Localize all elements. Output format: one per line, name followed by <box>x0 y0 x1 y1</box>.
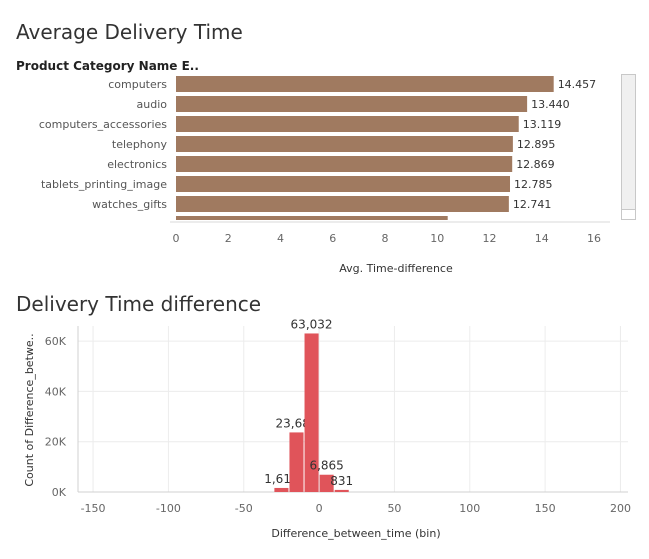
category-label: watches_gifts <box>92 198 167 211</box>
bar-value-label: 12.741 <box>513 198 552 211</box>
bar-value-label: 831 <box>330 474 353 488</box>
bar-partial[interactable] <box>176 216 448 232</box>
category-label: computers <box>108 78 167 91</box>
x-tick-label: 14 <box>535 232 549 245</box>
delivery-diff-histogram: 0K20K40K60K1,61223,68963,0326,865831-150… <box>23 317 631 540</box>
x-tick-label: 10 <box>430 232 444 245</box>
category-label: telephony <box>112 138 168 151</box>
x-tick-label: 200 <box>610 502 631 515</box>
x-tick-label: 150 <box>535 502 556 515</box>
x-tick-label: 2 <box>225 232 232 245</box>
y-tick-label: 40K <box>45 385 67 398</box>
bar-value-label: 14.457 <box>558 78 597 91</box>
bar[interactable] <box>176 116 519 132</box>
bar-value-label: 13.119 <box>523 118 562 131</box>
histogram-bar[interactable] <box>319 474 334 492</box>
bar-value-label: 12.895 <box>517 138 556 151</box>
scrollbar-bottom-button[interactable] <box>621 209 636 220</box>
bar[interactable] <box>176 76 554 92</box>
x-tick-label: 8 <box>382 232 389 245</box>
y-tick-label: 60K <box>45 335 67 348</box>
category-column-header[interactable]: Product Category Name E.. <box>16 59 199 73</box>
x-tick-label: 0 <box>173 232 180 245</box>
x-tick-label: -150 <box>81 502 106 515</box>
bar[interactable] <box>176 176 511 192</box>
histogram-bar[interactable] <box>304 333 319 492</box>
bar[interactable] <box>176 136 513 152</box>
bar[interactable] <box>176 96 528 112</box>
y-axis-title: Count of Difference_betwe.. <box>23 333 36 486</box>
x-axis-title: Difference_between_time (bin) <box>271 527 440 540</box>
x-tick-label: 0 <box>316 502 323 515</box>
bar-value-label: 13.440 <box>531 98 570 111</box>
bar-value-label: 6,865 <box>309 459 343 473</box>
x-tick-label: -50 <box>235 502 253 515</box>
x-tick-label: 6 <box>329 232 336 245</box>
bar-value-label: 12.785 <box>514 178 553 191</box>
delivery-diff-chart-title: Delivery Time difference <box>16 292 262 316</box>
avg-delivery-bar-chart: computers 14.457 audio 13.440 computers_acce… <box>39 76 610 275</box>
y-tick-label: 20K <box>45 436 67 449</box>
bar[interactable] <box>176 196 509 212</box>
bar-value-label: 12.869 <box>516 158 555 171</box>
category-label: audio <box>137 98 168 111</box>
category-label: computers_accessories <box>39 118 167 131</box>
histogram-bar[interactable] <box>274 487 289 492</box>
avg-delivery-chart-title: Average Delivery Time <box>16 20 243 44</box>
y-tick-label: 0K <box>52 486 67 499</box>
bar[interactable] <box>176 156 513 172</box>
bar-area <box>176 76 554 232</box>
x-tick-label: 16 <box>587 232 601 245</box>
histogram-bar[interactable] <box>334 489 349 492</box>
histogram-bar[interactable] <box>289 432 304 492</box>
category-scrollbar[interactable] <box>621 74 636 220</box>
x-tick-label: 12 <box>483 232 497 245</box>
x-tick-label: -100 <box>156 502 181 515</box>
x-tick-label: 4 <box>277 232 284 245</box>
x-tick-label: 50 <box>387 502 401 515</box>
bar-value-label: 63,032 <box>291 317 333 331</box>
x-axis-title: Avg. Time-difference <box>339 262 453 275</box>
x-tick-label: 100 <box>459 502 480 515</box>
category-label: electronics <box>107 158 167 171</box>
category-label: tablets_printing_image <box>41 178 167 191</box>
